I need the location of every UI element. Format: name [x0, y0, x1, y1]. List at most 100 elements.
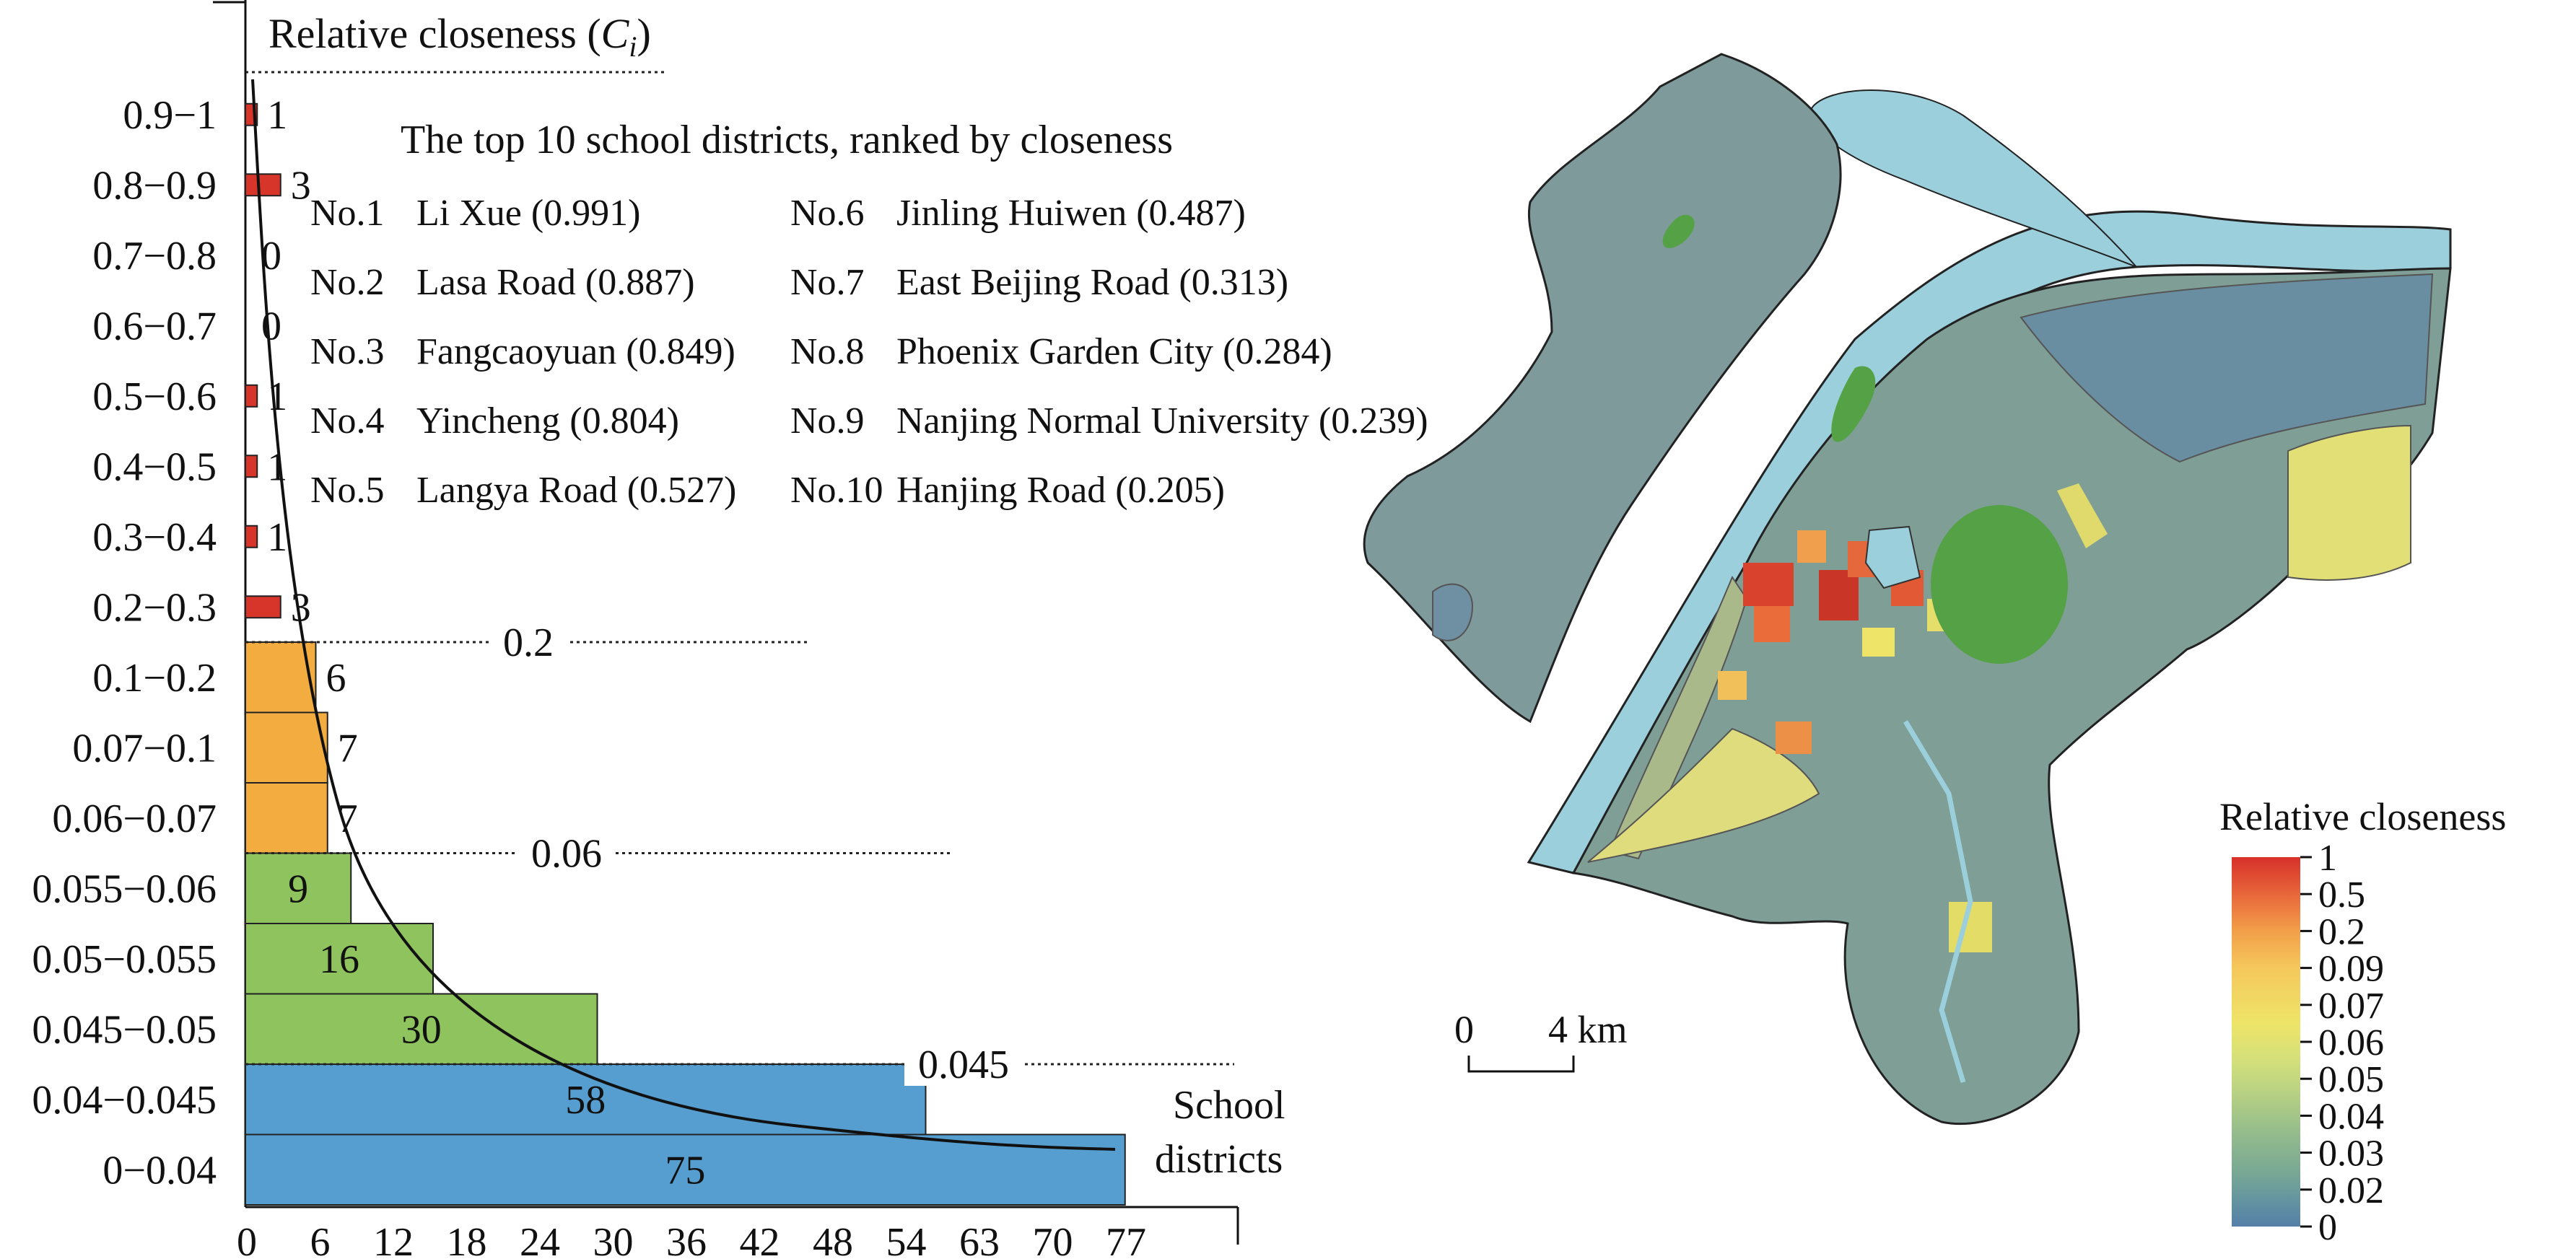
- ranking-name: Yincheng (0.804): [416, 400, 679, 442]
- map-zone-yellow-southwest: [1587, 727, 1820, 863]
- ranking-rank: No.6: [790, 193, 865, 234]
- value-label: 9: [288, 867, 308, 911]
- threshold-label-bg: [518, 831, 616, 875]
- ranking-name: Fangcaoyuan (0.849): [416, 331, 735, 372]
- bar: [245, 595, 281, 619]
- ranking-rank: No.2: [310, 262, 385, 303]
- category-label: 0.04−0.045: [32, 1078, 217, 1123]
- value-label: 58: [565, 1078, 606, 1123]
- x-tick-label: 63: [959, 1220, 1000, 1259]
- bar: [245, 173, 281, 197]
- legend-title: Relative closeness: [2219, 795, 2506, 838]
- category-label: 0−0.04: [102, 1148, 217, 1193]
- x-tick-label: 30: [593, 1220, 634, 1259]
- legend-tick-label: 1: [2318, 838, 2337, 879]
- ranking-rank: No.1: [310, 193, 385, 234]
- ranking-rank: No.10: [790, 470, 883, 511]
- bar: [245, 525, 258, 548]
- map-hotspot-1: [1743, 563, 1794, 606]
- value-label: 1: [267, 515, 287, 560]
- scale-bar-end: 4 km: [1548, 1008, 1628, 1051]
- map-green-park-northwest: [1662, 214, 1695, 248]
- ranking-name: Langya Road (0.527): [416, 470, 736, 511]
- ranking-name: Nanjing Normal University (0.239): [896, 400, 1428, 442]
- value-label: 75: [665, 1148, 705, 1193]
- x-tick-label: 18: [447, 1220, 487, 1259]
- x-tick-label: 48: [813, 1220, 853, 1259]
- x-tick-label: 36: [666, 1220, 707, 1259]
- map-zone-southwest-blue: [1432, 583, 1474, 641]
- threshold-label: 0.06: [531, 832, 602, 877]
- ranking-list: No.1 Li Xue (0.991) No.2 Lasa Road (0.887) N…: [310, 193, 1428, 511]
- ranking-rank: No.7: [790, 262, 865, 303]
- category-label: 0.6−0.7: [92, 304, 217, 348]
- category-label: 0.9−1: [123, 93, 217, 138]
- category-label: 0.2−0.3: [92, 585, 217, 630]
- ranking-name: Jinling Huiwen (0.487): [896, 193, 1246, 234]
- ranking-rank: No.4: [310, 400, 385, 442]
- legend-tick-label: 0.5: [2318, 874, 2365, 916]
- map-hotspot-6: [1797, 530, 1826, 563]
- ranking-name: Li Xue (0.991): [416, 193, 640, 234]
- threshold-lines: 0.2 0.06 0.045: [245, 620, 1234, 1087]
- x-tick-label: 77: [1106, 1220, 1146, 1259]
- map-hotspot-4: [1754, 606, 1790, 642]
- map-green-park-large: [1931, 505, 2068, 664]
- closeness-histogram: Relative closeness (Ci) 0.9−1 0.8−0.9 0.7−…: [32, 0, 1428, 1259]
- map-lake: [1864, 525, 1921, 589]
- category-label: 0.8−0.9: [92, 163, 217, 208]
- category-label: 0.07−0.1: [72, 726, 217, 771]
- ranking-rank: No.8: [790, 331, 865, 372]
- map-zone-yellow-strip: [2057, 483, 2108, 548]
- category-label: 0.5−0.6: [92, 374, 217, 419]
- x-tick-label: 42: [740, 1220, 780, 1259]
- bar: [245, 782, 328, 854]
- ranking-title: The top 10 school districts, ranked by c…: [401, 118, 1173, 162]
- x-tick-label: 54: [886, 1220, 927, 1259]
- ranking-name: Lasa Road (0.887): [416, 262, 695, 303]
- x-tick-label: 70: [1033, 1220, 1073, 1259]
- chart-title: Relative closeness (Ci): [268, 10, 651, 63]
- fitted-curve: [251, 79, 1116, 1151]
- map-zone-yellow-east: [2287, 424, 2411, 581]
- legend-ticks: 10.50.20.090.070.060.050.040.030.020: [2300, 838, 2384, 1248]
- river-loop: [1809, 89, 2137, 268]
- legend-tick-label: 0: [2318, 1207, 2337, 1248]
- ranking-rank: No.5: [310, 470, 385, 511]
- threshold-label: 0.2: [503, 620, 554, 665]
- category-label: 0.7−0.8: [92, 234, 217, 278]
- map-hotspot-2: [1819, 570, 1859, 620]
- threshold-label-bg: [489, 620, 567, 664]
- map-region-northwest: [1363, 53, 1842, 724]
- legend-tick-label: 0.07: [2318, 986, 2384, 1027]
- bar: [245, 455, 258, 478]
- map-zone-east: [2020, 273, 2434, 463]
- legend-tick-label: 0.09: [2318, 949, 2384, 990]
- value-label: 0: [261, 304, 281, 348]
- map-hotspot-11: [1718, 671, 1747, 700]
- bar: [245, 1133, 1126, 1206]
- bar: [245, 852, 352, 924]
- map-green-park-north: [1831, 366, 1876, 442]
- closeness-map: 0 4 km Relative closeness 10.50.20.090.0…: [1363, 53, 2506, 1248]
- value-label: 1: [267, 93, 287, 138]
- legend-tick-label: 0.03: [2318, 1133, 2384, 1175]
- legend-tick-label: 0.06: [2318, 1022, 2384, 1063]
- bar: [245, 384, 258, 408]
- legend-colorbar: [2232, 857, 2300, 1227]
- value-label: 16: [319, 937, 359, 982]
- legend-tick-label: 0.05: [2318, 1059, 2384, 1100]
- x-tick-label: 24: [520, 1220, 560, 1259]
- category-label: 0.045−0.05: [32, 1007, 217, 1052]
- map-stream: [1903, 720, 1973, 1084]
- value-label: 30: [401, 1007, 442, 1052]
- ranking-rank: No.3: [310, 331, 385, 372]
- scale-bar-start: 0: [1454, 1008, 1474, 1051]
- x-axis-label-line1: School: [1173, 1083, 1285, 1128]
- category-label: 0.05−0.055: [32, 937, 217, 982]
- legend-tick-label: 0.02: [2318, 1170, 2384, 1211]
- category-label: 0.1−0.2: [92, 656, 217, 701]
- value-label: 7: [338, 726, 358, 771]
- category-label: 0.06−0.07: [52, 797, 217, 841]
